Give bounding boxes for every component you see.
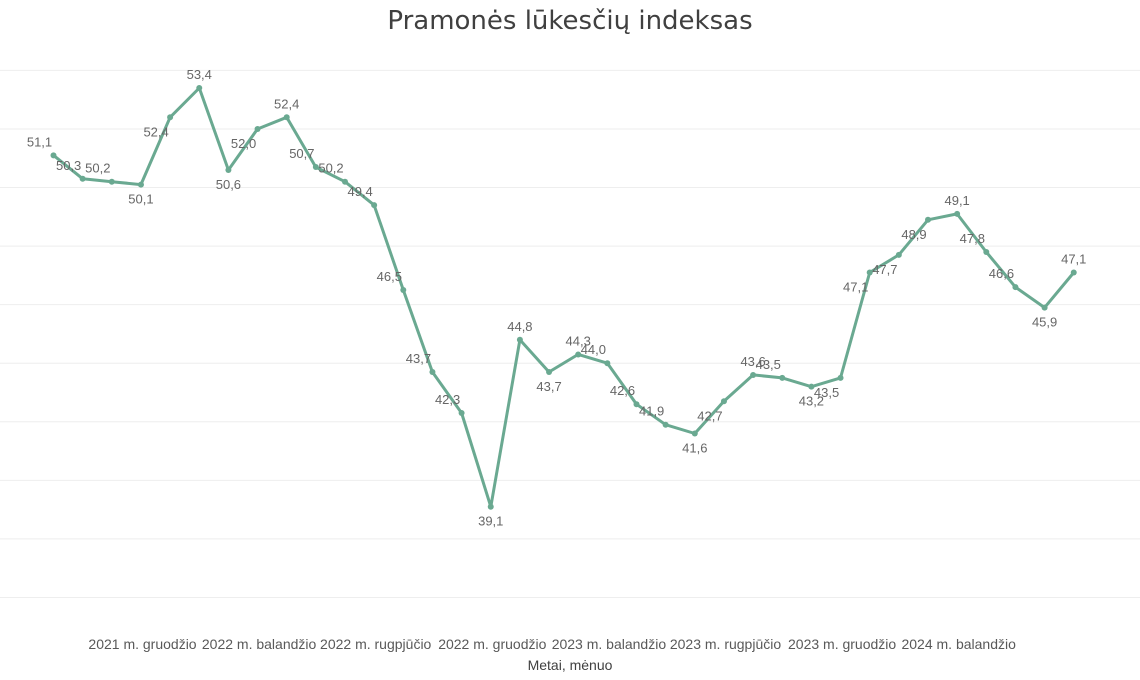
data-label: 43,7 (406, 351, 431, 366)
x-tick-label: 2022 m. rugpjūčio (320, 636, 432, 652)
data-point (691, 430, 698, 437)
data-labels: 51,1 50,3 50,2 50,1 52,4 53,4 50,6 52,0 52,4 50,7… (27, 67, 1087, 529)
data-point (429, 369, 436, 376)
data-point (137, 181, 144, 188)
data-point (895, 251, 902, 258)
data-point (720, 398, 727, 405)
data-label: 43,7 (536, 379, 561, 394)
data-label: 43,6 (740, 354, 765, 369)
data-points (50, 85, 1077, 510)
data-label: 50,6 (216, 177, 241, 192)
data-label: 50,3 (56, 158, 81, 173)
data-label: 47,1 (843, 279, 868, 294)
data-point (1041, 304, 1048, 311)
data-label: 50,2 (318, 161, 343, 176)
data-label: 42,3 (435, 392, 460, 407)
data-label: 47,8 (960, 231, 985, 246)
chart-title: Pramonės lūkesčių indeksas (387, 6, 753, 36)
data-label: 44,8 (507, 319, 532, 334)
data-point (312, 164, 319, 171)
data-label: 44,3 (566, 333, 591, 348)
x-tick-label: 2021 m. gruodžio (88, 636, 196, 652)
x-tick-label: 2022 m. gruodžio (438, 636, 546, 652)
data-label: 49,1 (944, 193, 969, 208)
data-label: 51,1 (27, 134, 52, 149)
data-point (866, 269, 873, 276)
data-label: 39,1 (478, 514, 503, 529)
data-label: 41,6 (682, 441, 707, 456)
data-point (371, 202, 378, 209)
series-line (52, 86, 1075, 509)
data-point (283, 114, 290, 121)
data-point (487, 503, 494, 510)
x-tick-label: 2022 m. balandžio (202, 636, 317, 652)
data-label: 50,2 (85, 161, 110, 176)
data-point (633, 401, 640, 408)
data-point (925, 216, 931, 223)
data-label: 46,6 (989, 266, 1014, 281)
data-point (779, 374, 786, 381)
x-tick-label: 2023 m. balandžio (552, 636, 667, 652)
data-label: 44,0 (581, 342, 606, 357)
data-label: 43,2 (799, 394, 824, 409)
data-point (167, 114, 174, 121)
data-point (662, 421, 669, 428)
x-tick-label: 2024 m. balandžio (901, 636, 1016, 652)
data-point (458, 410, 465, 417)
data-point (400, 287, 407, 294)
data-point (546, 369, 553, 376)
data-label: 46,5 (377, 269, 402, 284)
data-point (1012, 284, 1019, 291)
data-point (342, 178, 348, 185)
data-label: 53,4 (187, 67, 212, 82)
data-label: 47,1 (1061, 251, 1086, 266)
data-point (225, 166, 232, 173)
data-point (254, 125, 261, 132)
data-point (50, 152, 57, 159)
data-label: 42,7 (697, 408, 722, 423)
data-label: 52,0 (231, 136, 256, 151)
data-label: 43,5 (756, 357, 781, 372)
data-point (808, 383, 815, 390)
gridlines (0, 69, 1140, 598)
data-label: 52,4 (143, 124, 168, 139)
data-point (983, 248, 990, 255)
data-point (1070, 269, 1077, 276)
data-label: 43,5 (814, 385, 839, 400)
data-point (108, 178, 115, 185)
data-point (750, 371, 757, 378)
data-label: 52,4 (274, 96, 299, 111)
data-label: 50,7 (289, 146, 314, 161)
data-label: 49,4 (347, 184, 372, 199)
data-point (196, 85, 203, 91)
data-label: 42,6 (610, 383, 635, 398)
data-point (516, 336, 523, 343)
data-label: 50,1 (128, 192, 153, 207)
x-tick-label: 2023 m. gruodžio (788, 636, 896, 652)
x-tick-label: 2023 m. rugpjūčio (670, 636, 782, 652)
data-point (837, 374, 844, 381)
x-axis-label: Metai, mėnuo (527, 657, 613, 673)
data-label: 45,9 (1032, 315, 1057, 330)
data-label: 48,9 (901, 227, 926, 242)
data-label: 41,9 (639, 404, 664, 419)
data-point (575, 351, 582, 358)
data-point (79, 175, 86, 182)
data-point (954, 210, 961, 217)
data-point (604, 360, 611, 367)
data-label: 47,7 (872, 262, 897, 277)
x-tick-labels: 2021 m. gruodžio 2022 m. balandžio 2022 m.… (88, 636, 1016, 652)
